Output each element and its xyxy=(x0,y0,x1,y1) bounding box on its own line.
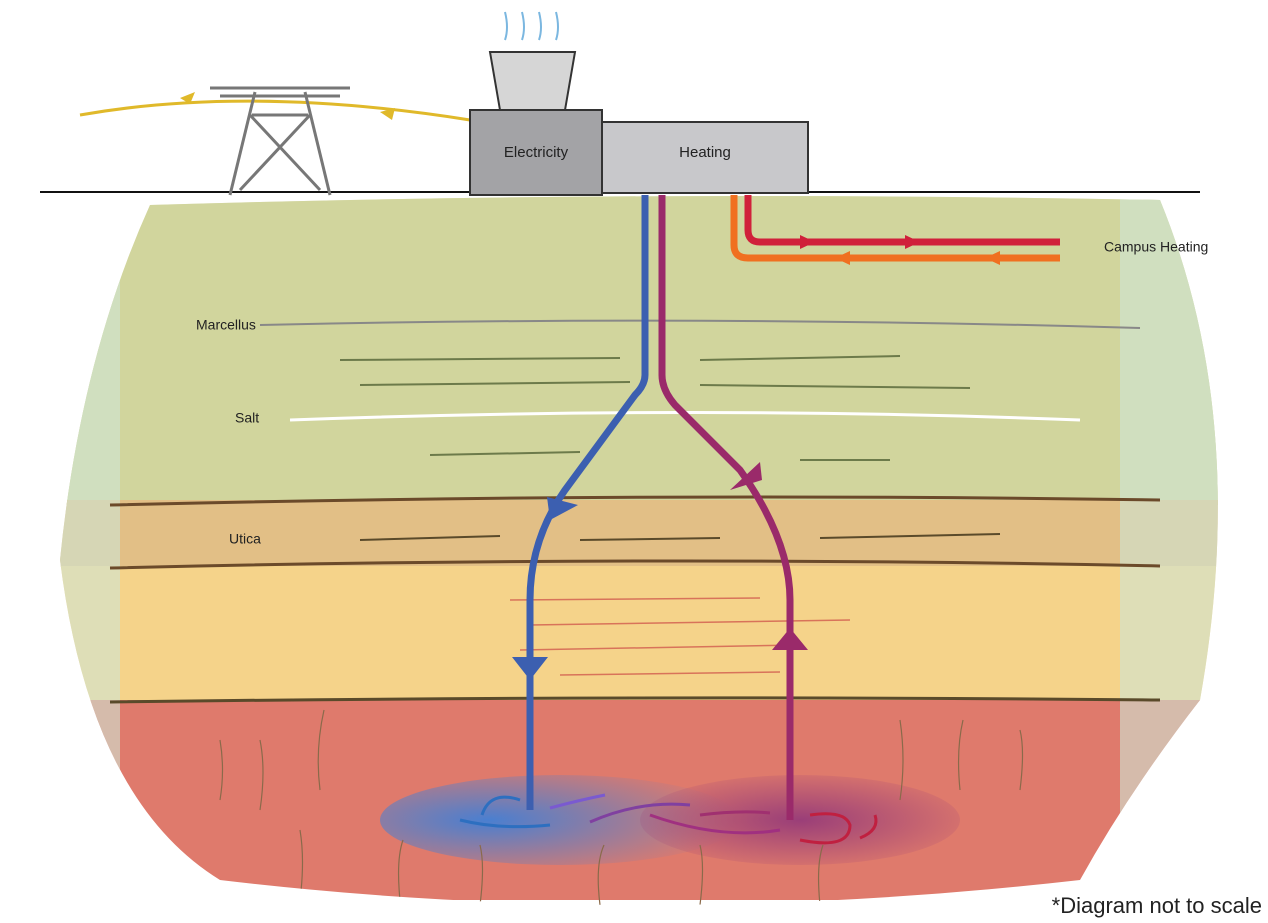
power-line xyxy=(79,99,471,122)
production-well xyxy=(658,195,794,820)
plant xyxy=(469,11,809,196)
pylon xyxy=(210,86,350,196)
layer-label: Salt xyxy=(235,410,259,426)
label: Electricity xyxy=(504,144,569,161)
label: Heating xyxy=(679,144,731,161)
note: *Diagram not to scale xyxy=(1052,893,1262,918)
strata xyxy=(60,196,1218,905)
flow-arrows xyxy=(459,793,878,845)
label: Campus Heating xyxy=(1104,239,1208,255)
injection-well xyxy=(526,195,649,810)
layer-label: Utica xyxy=(229,531,261,547)
supply-pipe xyxy=(744,195,1060,246)
return-pipe xyxy=(730,195,1060,262)
layer-label: Marcellus xyxy=(196,317,256,333)
